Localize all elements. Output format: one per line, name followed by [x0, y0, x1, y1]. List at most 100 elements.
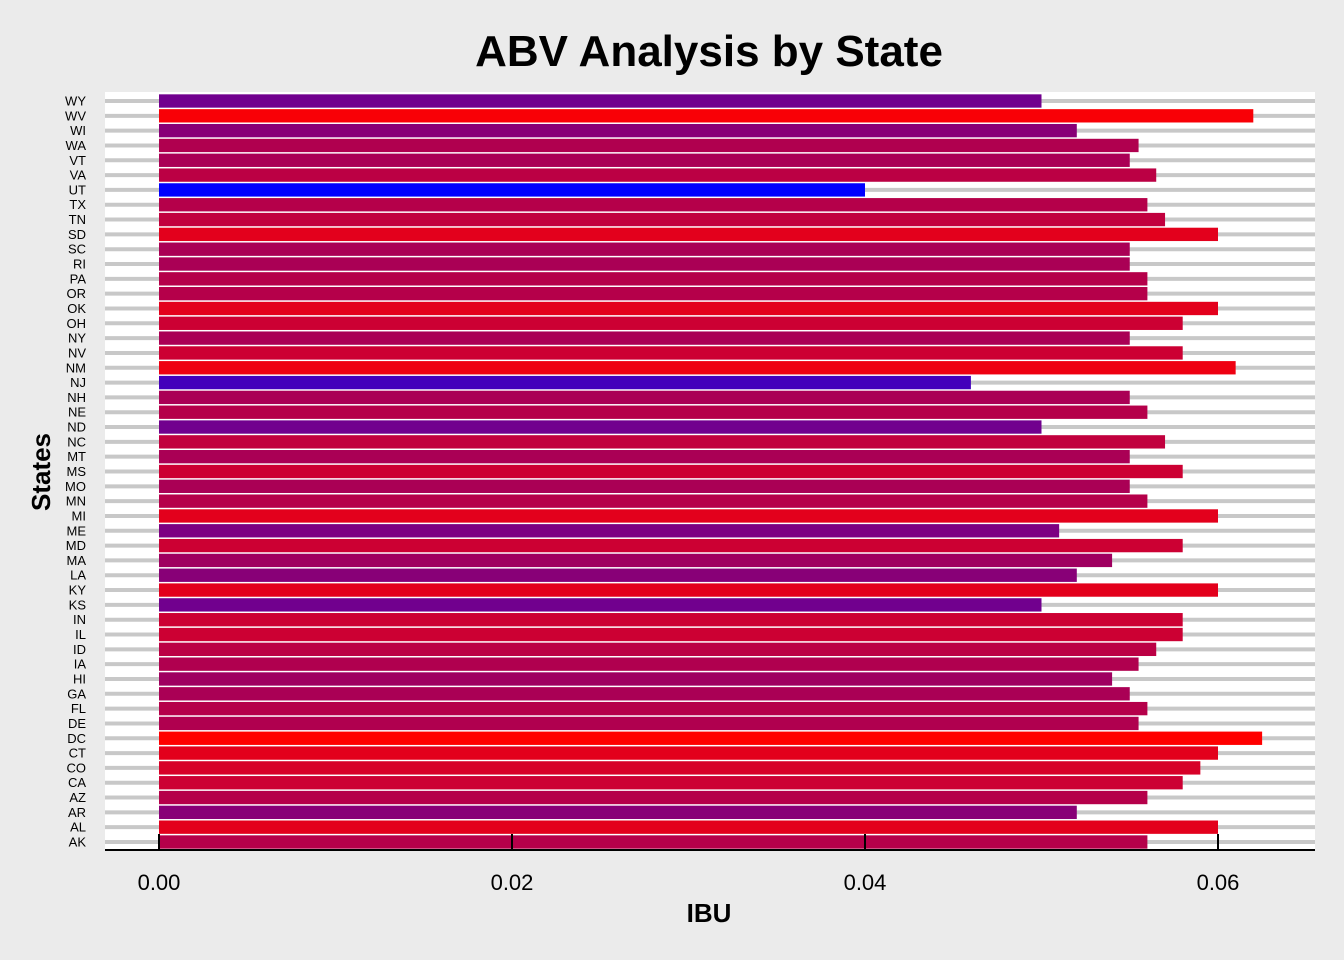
bar-fl [159, 701, 1148, 716]
bar-nv [159, 346, 1183, 360]
y-tick-label-hi: HI [73, 671, 86, 686]
y-tick-label-vt: VT [69, 153, 86, 168]
bar-ks [159, 598, 1042, 612]
y-tick-label-wv: WV [65, 108, 86, 123]
y-tick-label-me: ME [67, 523, 87, 538]
y-tick-label-az: AZ [69, 790, 86, 805]
bar-ak [159, 835, 1148, 849]
bar-ky [159, 583, 1218, 597]
bar-mo [159, 479, 1130, 493]
y-tick-label-pa: PA [70, 271, 87, 286]
bar-ct [159, 746, 1218, 760]
y-tick-label-tx: TX [69, 197, 86, 212]
y-tick-label-wi: WI [70, 123, 86, 138]
bar-de [159, 716, 1139, 731]
bar-pa [159, 272, 1148, 286]
y-tick-label-wy: WY [65, 94, 86, 109]
y-tick-label-sd: SD [68, 227, 86, 242]
bar-ny [159, 331, 1130, 345]
bar-nd [159, 420, 1042, 434]
bar-nh [159, 390, 1130, 405]
bar-tn [159, 212, 1166, 227]
y-tick-label-ms: MS [67, 464, 87, 479]
bar-id [159, 642, 1157, 657]
bar-ma [159, 553, 1113, 568]
y-tick-label-ar: AR [68, 805, 86, 820]
bar-me [159, 524, 1060, 538]
y-axis-title: States [26, 433, 56, 511]
bar-wv [159, 109, 1254, 123]
bar-mi [159, 509, 1218, 523]
y-tick-label-nm: NM [66, 360, 86, 375]
y-tick-label-mn: MN [66, 494, 86, 509]
bar-co [159, 761, 1201, 775]
y-tick-label-mt: MT [67, 449, 86, 464]
bar-az [159, 790, 1148, 805]
bar-ok [159, 301, 1218, 316]
bar-nm [159, 361, 1236, 375]
y-tick-label-il: IL [75, 627, 86, 642]
y-tick-label-nh: NH [67, 390, 86, 405]
y-tick-label-fl: FL [71, 701, 86, 716]
y-tick-label-ga: GA [67, 686, 86, 701]
y-tick-label-mi: MI [72, 508, 86, 523]
bar-wa [159, 138, 1139, 153]
bar-md [159, 538, 1183, 553]
y-tick-label-ca: CA [68, 775, 86, 790]
y-tick-label-nv: NV [68, 345, 86, 360]
y-tick-label-ma: MA [67, 553, 87, 568]
y-tick-label-de: DE [68, 716, 86, 731]
x-tick-labels: 0.00 0.02 0.04 0.06 [138, 870, 1240, 895]
y-tick-label-sc: SC [68, 242, 86, 257]
bar-oh [159, 316, 1183, 330]
y-tick-label-co: CO [67, 760, 87, 775]
bar-al [159, 820, 1218, 834]
x-tick-label: 0.02 [491, 870, 534, 895]
x-tick-label: 0.06 [1197, 870, 1240, 895]
bar-sd [159, 227, 1218, 242]
y-tick-label-wa: WA [66, 138, 87, 153]
y-tick-label-la: LA [70, 568, 86, 583]
bar-mt [159, 450, 1130, 464]
bar-ca [159, 776, 1183, 790]
x-axis-title: IBU [687, 898, 732, 928]
bar-il [159, 627, 1183, 642]
bar-hi [159, 672, 1113, 686]
y-tick-label-ut: UT [69, 182, 86, 197]
y-tick-labels: AKALARAZCACOCTDCDEFLGAHIIAIDILINKSKYLAMA… [65, 94, 86, 850]
y-tick-label-dc: DC [67, 731, 86, 746]
chart-title: ABV Analysis by State [475, 27, 943, 76]
y-tick-label-ct: CT [69, 746, 86, 761]
bar-ga [159, 687, 1130, 701]
bar-wy [159, 94, 1042, 108]
bar-mn [159, 494, 1148, 508]
y-tick-label-mo: MO [65, 479, 86, 494]
bar-ia [159, 657, 1139, 671]
bar-ut [159, 183, 865, 197]
y-tick-label-ak: AK [69, 835, 87, 850]
bar-tx [159, 198, 1148, 212]
bar-dc [159, 731, 1263, 745]
y-tick-label-ne: NE [68, 405, 86, 420]
x-tick-label: 0.04 [844, 870, 887, 895]
y-tick-label-ia: IA [74, 657, 87, 672]
y-tick-label-oh: OH [67, 316, 87, 331]
y-tick-label-md: MD [66, 538, 86, 553]
y-tick-label-nc: NC [67, 434, 86, 449]
y-tick-label-ok: OK [67, 301, 86, 316]
bar-nc [159, 435, 1166, 449]
y-tick-label-ny: NY [68, 331, 86, 346]
x-tick-label: 0.00 [138, 870, 181, 895]
bar-ar [159, 805, 1077, 820]
y-tick-label-in: IN [73, 612, 86, 627]
bar-vt [159, 153, 1130, 167]
y-tick-label-va: VA [70, 168, 87, 183]
bar-in [159, 613, 1183, 627]
bar-ri [159, 257, 1130, 271]
y-tick-label-id: ID [73, 642, 86, 657]
y-tick-label-al: AL [70, 820, 86, 835]
y-tick-label-nd: ND [67, 420, 86, 435]
axes [105, 834, 1315, 851]
